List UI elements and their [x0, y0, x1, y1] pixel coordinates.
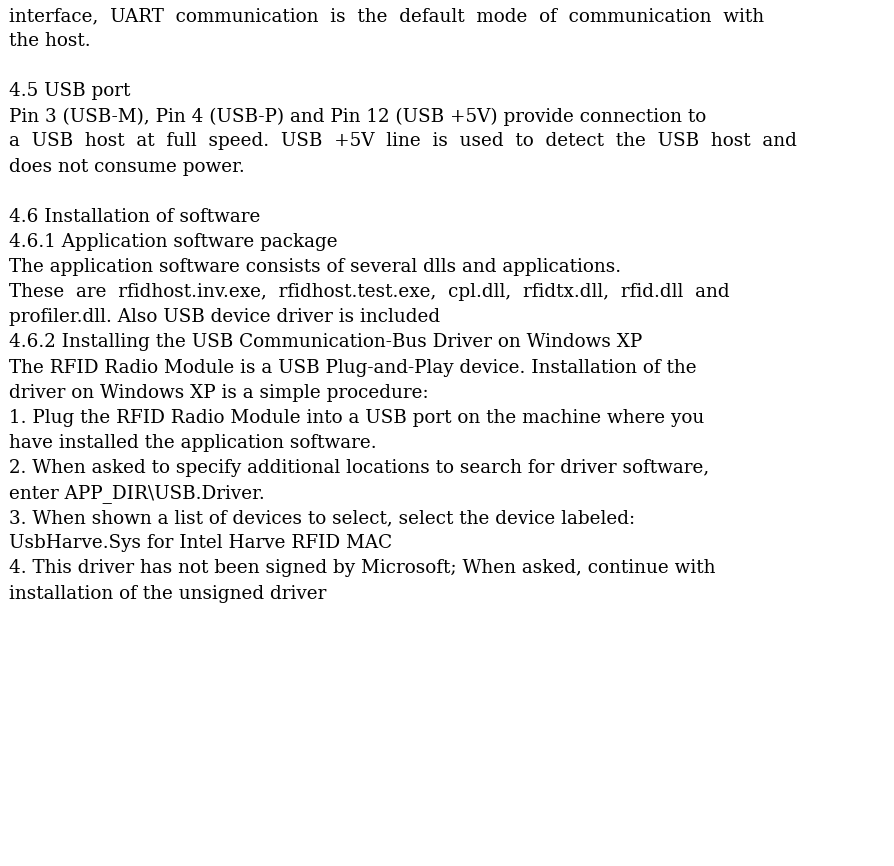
Text: Pin 3 (USB-M), Pin 4 (USB-P) and Pin 12 (USB +5V) provide connection to: Pin 3 (USB-M), Pin 4 (USB-P) and Pin 12 …: [9, 107, 705, 126]
Text: enter APP_DIR\USB.Driver.: enter APP_DIR\USB.Driver.: [9, 484, 265, 503]
Text: The RFID Radio Module is a USB Plug-and-Play device. Installation of the: The RFID Radio Module is a USB Plug-and-…: [9, 359, 696, 377]
Text: have installed the application software.: have installed the application software.: [9, 434, 376, 452]
Text: 2. When asked to specify additional locations to search for driver software,: 2. When asked to specify additional loca…: [9, 459, 708, 477]
Text: These  are  rfidhost.inv.exe,  rfidhost.test.exe,  cpl.dll,  rfidtx.dll,  rfid.d: These are rfidhost.inv.exe, rfidhost.tes…: [9, 283, 729, 301]
Text: 4.6 Installation of software: 4.6 Installation of software: [9, 208, 260, 226]
Text: the host.: the host.: [9, 32, 90, 50]
Text: The application software consists of several dlls and applications.: The application software consists of sev…: [9, 258, 620, 276]
Text: 4.6.1 Application software package: 4.6.1 Application software package: [9, 233, 337, 251]
Text: UsbHarve.Sys for Intel Harve RFID MAC: UsbHarve.Sys for Intel Harve RFID MAC: [9, 534, 392, 553]
Text: 1. Plug the RFID Radio Module into a USB port on the machine where you: 1. Plug the RFID Radio Module into a USB…: [9, 409, 704, 427]
Text: 3. When shown a list of devices to select, select the device labeled:: 3. When shown a list of devices to selec…: [9, 509, 635, 527]
Text: driver on Windows XP is a simple procedure:: driver on Windows XP is a simple procedu…: [9, 384, 428, 402]
Text: 4.6.2 Installing the USB Communication-Bus Driver on Windows XP: 4.6.2 Installing the USB Communication-B…: [9, 333, 642, 352]
Text: a  USB  host  at  full  speed.  USB  +5V  line  is  used  to  detect  the  USB  : a USB host at full speed. USB +5V line i…: [9, 132, 796, 151]
Text: profiler.dll. Also USB device driver is included: profiler.dll. Also USB device driver is …: [9, 308, 440, 326]
Text: 4.5 USB port: 4.5 USB port: [9, 82, 131, 100]
Text: 4. This driver has not been signed by Microsoft; When asked, continue with: 4. This driver has not been signed by Mi…: [9, 559, 714, 578]
Text: does not consume power.: does not consume power.: [9, 158, 244, 176]
Text: interface,  UART  communication  is  the  default  mode  of  communication  with: interface, UART communication is the def…: [9, 7, 763, 25]
Text: installation of the unsigned driver: installation of the unsigned driver: [9, 585, 326, 603]
